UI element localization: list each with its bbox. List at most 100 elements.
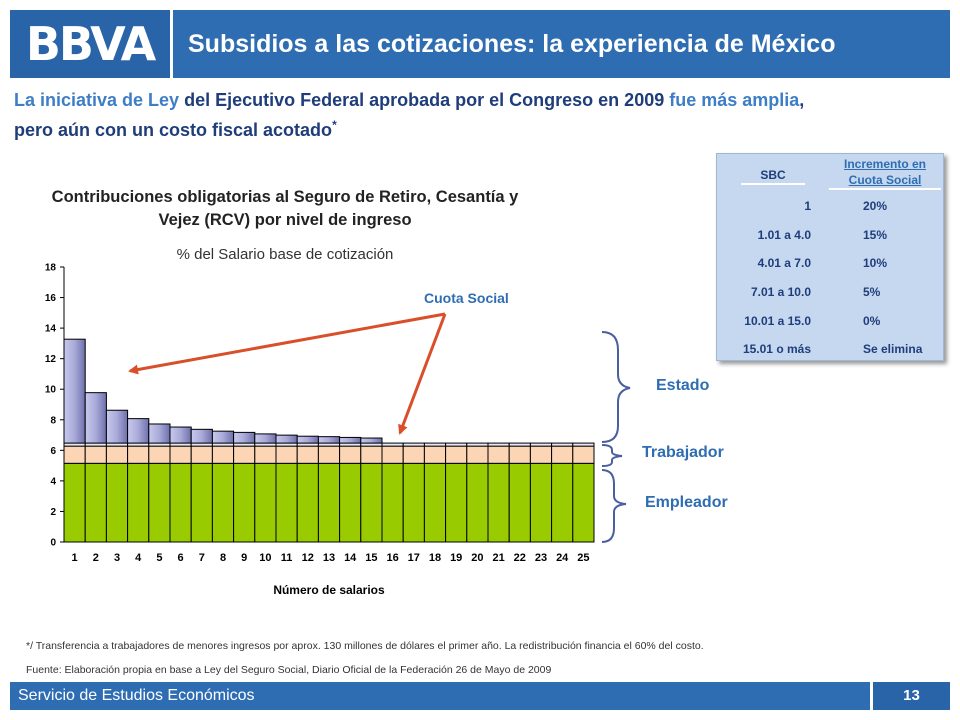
x-tick-label: 25 [577, 552, 589, 564]
empleador-bar [317, 462, 341, 543]
chart-title: Contribuciones obligatorias al Seguro de… [51, 188, 519, 229]
x-tick-label: 9 [241, 552, 247, 564]
y-tick-label: 2 [50, 507, 56, 518]
header-bar: BBVA Subsidios a las cotizaciones: la ex… [10, 10, 950, 78]
cuota-social-bar [211, 430, 235, 444]
estado-bar [508, 442, 531, 447]
source-note: Fuente: Elaboración propia en base a Ley… [26, 664, 552, 676]
cuota-social-bar [296, 435, 319, 444]
empleador-label: Empleador [645, 494, 728, 511]
chart-subtitle: % del Salario base de cotización [176, 246, 394, 263]
table-cell-sbc: 1.01 a 4.0 [757, 228, 811, 242]
trabajador-bar [487, 445, 510, 464]
cuota-social-bar [360, 437, 383, 444]
trabajador-bar [63, 445, 86, 464]
trabajador-bar [84, 445, 107, 464]
empleador-bar [339, 462, 362, 543]
trabajador-bar [254, 445, 277, 464]
table-cell-incremento: Se elimina [863, 342, 923, 356]
x-tick-label: 13 [323, 552, 335, 564]
arrow-to-bar-16 [398, 313, 447, 435]
table-cell-incremento: 10% [863, 256, 888, 270]
empleador-bar [529, 462, 553, 543]
x-tick-label: 4 [135, 552, 142, 564]
trabajador-bar [339, 445, 362, 464]
cuota-social-bar [127, 418, 150, 444]
estado-brace [601, 331, 631, 443]
x-tick-label: 17 [408, 552, 420, 564]
empleador-bar [105, 462, 129, 543]
footer-text: Servicio de Estudios Económicos [18, 687, 255, 704]
empleador-bar [148, 462, 171, 543]
trabajador-bar [148, 445, 171, 464]
empleador-bar [233, 462, 256, 543]
x-tick-label: 5 [156, 552, 162, 564]
cuota-social-bar [339, 436, 362, 444]
estado-bar [572, 442, 595, 447]
empleador-bar [127, 462, 150, 543]
x-tick-label: 12 [302, 552, 314, 564]
x-tick-label: 6 [178, 552, 184, 564]
cuota-social-bar [148, 423, 171, 444]
table-cell-sbc: 7.01 a 10.0 [750, 285, 811, 299]
x-tick-label: 24 [556, 552, 569, 564]
empleador-bar [445, 462, 468, 543]
empleador-bar [572, 462, 595, 543]
empleador-brace [601, 469, 627, 543]
trabajador-bar [445, 445, 468, 464]
trabajador-label: Trabajador [642, 444, 724, 461]
subtitle-asterisk: * [332, 118, 337, 132]
x-tick-label: 10 [259, 552, 271, 564]
x-tick-label: 19 [450, 552, 462, 564]
cuota-social-bar [190, 428, 213, 444]
subtitle-part-4: , [799, 90, 805, 110]
table-row: 7.01 a 10.0 5% [717, 285, 945, 305]
table-header-incremento-text: Incremento en Cuota Social [843, 157, 927, 187]
cuota-social-table: SBC Incremento en Cuota Social 1 20% 1.01 … [716, 153, 944, 361]
cuota-social-bar [275, 434, 298, 444]
estado-bar [466, 442, 489, 447]
empleador-bar [254, 462, 277, 543]
table-cell-incremento: 5% [863, 285, 881, 299]
logo-text: BBVA [25, 17, 156, 71]
x-tick-label: 21 [492, 552, 504, 564]
y-tick-label: 6 [50, 446, 56, 457]
empleador-bar [63, 462, 86, 543]
trabajador-bar [169, 445, 192, 464]
page-number: 13 [870, 682, 950, 710]
x-tick-label: 22 [514, 552, 526, 564]
trabajador-bar [317, 445, 341, 464]
trabajador-bar [296, 445, 319, 464]
table-cell-sbc: 4.01 a 7.0 [757, 256, 811, 270]
trabajador-brace [601, 444, 623, 467]
x-tick-label: 18 [429, 552, 441, 564]
cuota-social-bar [84, 392, 107, 444]
x-tick-label: 8 [220, 552, 226, 564]
y-tick-label: 12 [45, 354, 57, 365]
header-divider [170, 10, 173, 78]
trabajador-bar [529, 445, 553, 464]
x-tick-label: 1 [72, 552, 78, 564]
estado-label: Estado [656, 377, 710, 394]
trabajador-bar [233, 445, 256, 464]
subtitle-part-5: pero aún con un costo fiscal acotado [14, 120, 333, 140]
table-row: 15.01 o más Se elimina [717, 342, 945, 362]
empleador-bar [360, 462, 383, 543]
x-tick-label: 14 [344, 552, 357, 564]
cuota-social-bar [317, 436, 341, 444]
empleador-bar [169, 462, 192, 543]
estado-bar [381, 442, 404, 447]
y-tick-label: 18 [45, 263, 57, 274]
trabajador-bar [466, 445, 489, 464]
estado-bar [551, 442, 574, 447]
empleador-bar [423, 462, 447, 543]
empleador-bar [275, 462, 298, 543]
estado-bar [487, 442, 510, 447]
trabajador-bar [105, 445, 129, 464]
y-tick-label: 14 [45, 324, 57, 335]
empleador-bar [84, 462, 107, 543]
bbva-logo: BBVA [10, 10, 170, 78]
subtitle-part-1: La iniciativa de Ley [14, 90, 185, 110]
trabajador-bar [275, 445, 298, 464]
